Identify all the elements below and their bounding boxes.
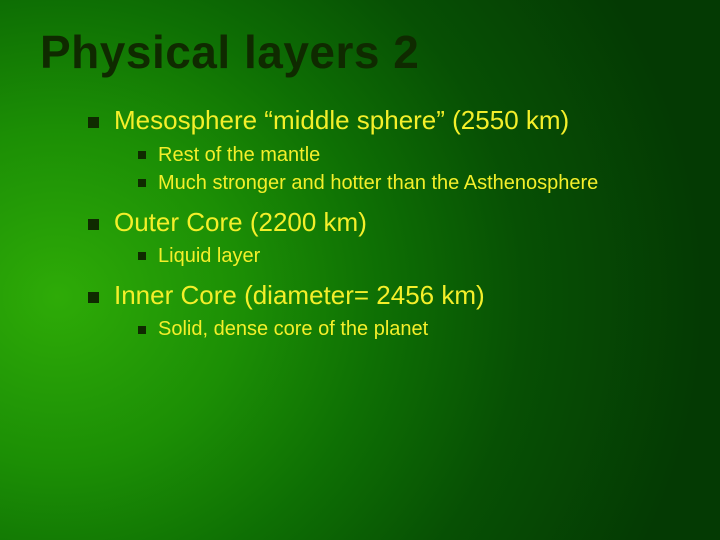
slide-container: Physical layers 2 Mesosphere “middle sph… — [0, 0, 720, 540]
slide-title: Physical layers 2 — [40, 28, 680, 76]
list-item: Mesosphere “middle sphere” (2550 km) Res… — [86, 104, 680, 195]
list-item-label: Mesosphere “middle sphere” (2550 km) — [114, 105, 569, 135]
list-item-label: Rest of the mantle — [158, 144, 320, 166]
bullet-list-level2: Liquid layer — [136, 243, 680, 269]
list-item-label: Outer Core (2200 km) — [114, 207, 367, 237]
list-item: Inner Core (diameter= 2456 km) Solid, de… — [86, 279, 680, 342]
list-item: Much stronger and hotter than the Asthen… — [136, 170, 680, 196]
list-item: Liquid layer — [136, 243, 680, 269]
bullet-list-level2: Rest of the mantle Much stronger and hot… — [136, 142, 680, 196]
list-item: Rest of the mantle — [136, 142, 680, 168]
bullet-list-level2: Solid, dense core of the planet — [136, 316, 680, 342]
list-item-label: Inner Core (diameter= 2456 km) — [114, 280, 485, 310]
list-item-label: Solid, dense core of the planet — [158, 318, 428, 340]
list-item: Solid, dense core of the planet — [136, 316, 680, 342]
list-item-label: Liquid layer — [158, 245, 260, 267]
bullet-list-level1: Mesosphere “middle sphere” (2550 km) Res… — [86, 104, 680, 342]
list-item: Outer Core (2200 km) Liquid layer — [86, 206, 680, 269]
list-item-label: Much stronger and hotter than the Asthen… — [158, 172, 598, 194]
